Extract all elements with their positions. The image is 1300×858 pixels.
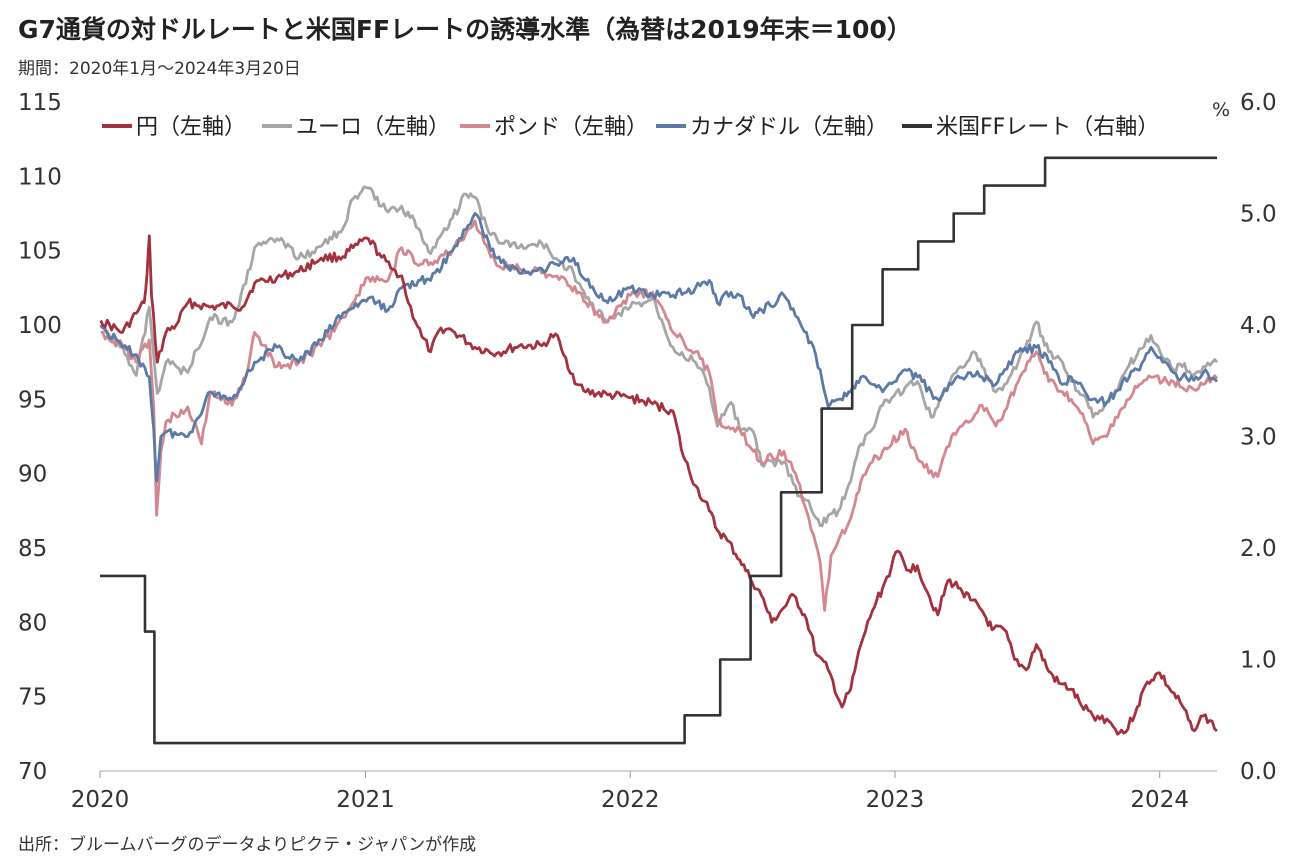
y-right-tick-label: 1.0 xyxy=(1240,648,1277,674)
y-left-tick-label: 90 xyxy=(18,462,47,488)
chart-title: G7通貨の対ドルレートと米国FFレートの誘導水準（為替は2019年末＝100） xyxy=(18,15,912,44)
y-right-unit: % xyxy=(1212,99,1230,121)
x-tick-label: 2023 xyxy=(866,787,925,813)
legend-label: ユーロ（左軸） xyxy=(296,115,450,140)
y-left-tick-label: 75 xyxy=(18,685,47,711)
series-line-3 xyxy=(99,212,1218,483)
y-left-tick-label: 95 xyxy=(18,387,47,413)
legend-label: ポンド（左軸） xyxy=(494,115,648,140)
series-line-0 xyxy=(99,234,1218,736)
x-tick-label: 2021 xyxy=(336,787,395,813)
chart-period: 期間：2020年1月～2024年3月20日 xyxy=(18,59,301,79)
legend-label: 円（左軸） xyxy=(136,115,246,140)
y-right-tick-label: 0.0 xyxy=(1240,759,1277,785)
legend-label: 米国FFレート（右軸） xyxy=(936,115,1159,140)
series-line-1 xyxy=(99,185,1219,528)
y-left-tick-label: 115 xyxy=(18,90,62,116)
y-left-tick-label: 80 xyxy=(18,610,47,636)
chart-source: 出所：ブルームバーグのデータよりピクテ・ジャパンが作成 xyxy=(18,835,477,855)
series-line-4 xyxy=(100,156,1217,745)
x-tick-label: 2022 xyxy=(601,787,660,813)
legend-label: カナダドル（左軸） xyxy=(690,115,888,140)
x-tick-label: 2024 xyxy=(1130,787,1189,813)
x-tick-label: 2020 xyxy=(71,787,130,813)
y-left-tick-label: 100 xyxy=(18,313,62,339)
legend: 円（左軸） ユーロ（左軸） ポンド（左軸） カナダドル（左軸） 米国FFレート（右軸） xyxy=(102,115,1159,140)
y-left-tick-label: 105 xyxy=(18,239,62,265)
y-right-tick-label: 2.0 xyxy=(1240,536,1277,562)
y-right-tick-label: 6.0 xyxy=(1240,90,1277,116)
series-line-2 xyxy=(100,219,1219,612)
y-left-tick-label: 85 xyxy=(18,536,47,562)
y-right-tick-label: 3.0 xyxy=(1240,425,1277,451)
y-left-tick-label: 70 xyxy=(18,759,47,785)
axis-layer: 2020 2021 2022 2023 2024 70 75 80 85 90 95 100 105 11… xyxy=(18,90,1277,813)
y-right-tick-label: 5.0 xyxy=(1240,202,1277,228)
y-right-tick-label: 4.0 xyxy=(1240,313,1277,339)
y-left-tick-label: 110 xyxy=(18,164,62,190)
series-layer xyxy=(99,156,1219,745)
